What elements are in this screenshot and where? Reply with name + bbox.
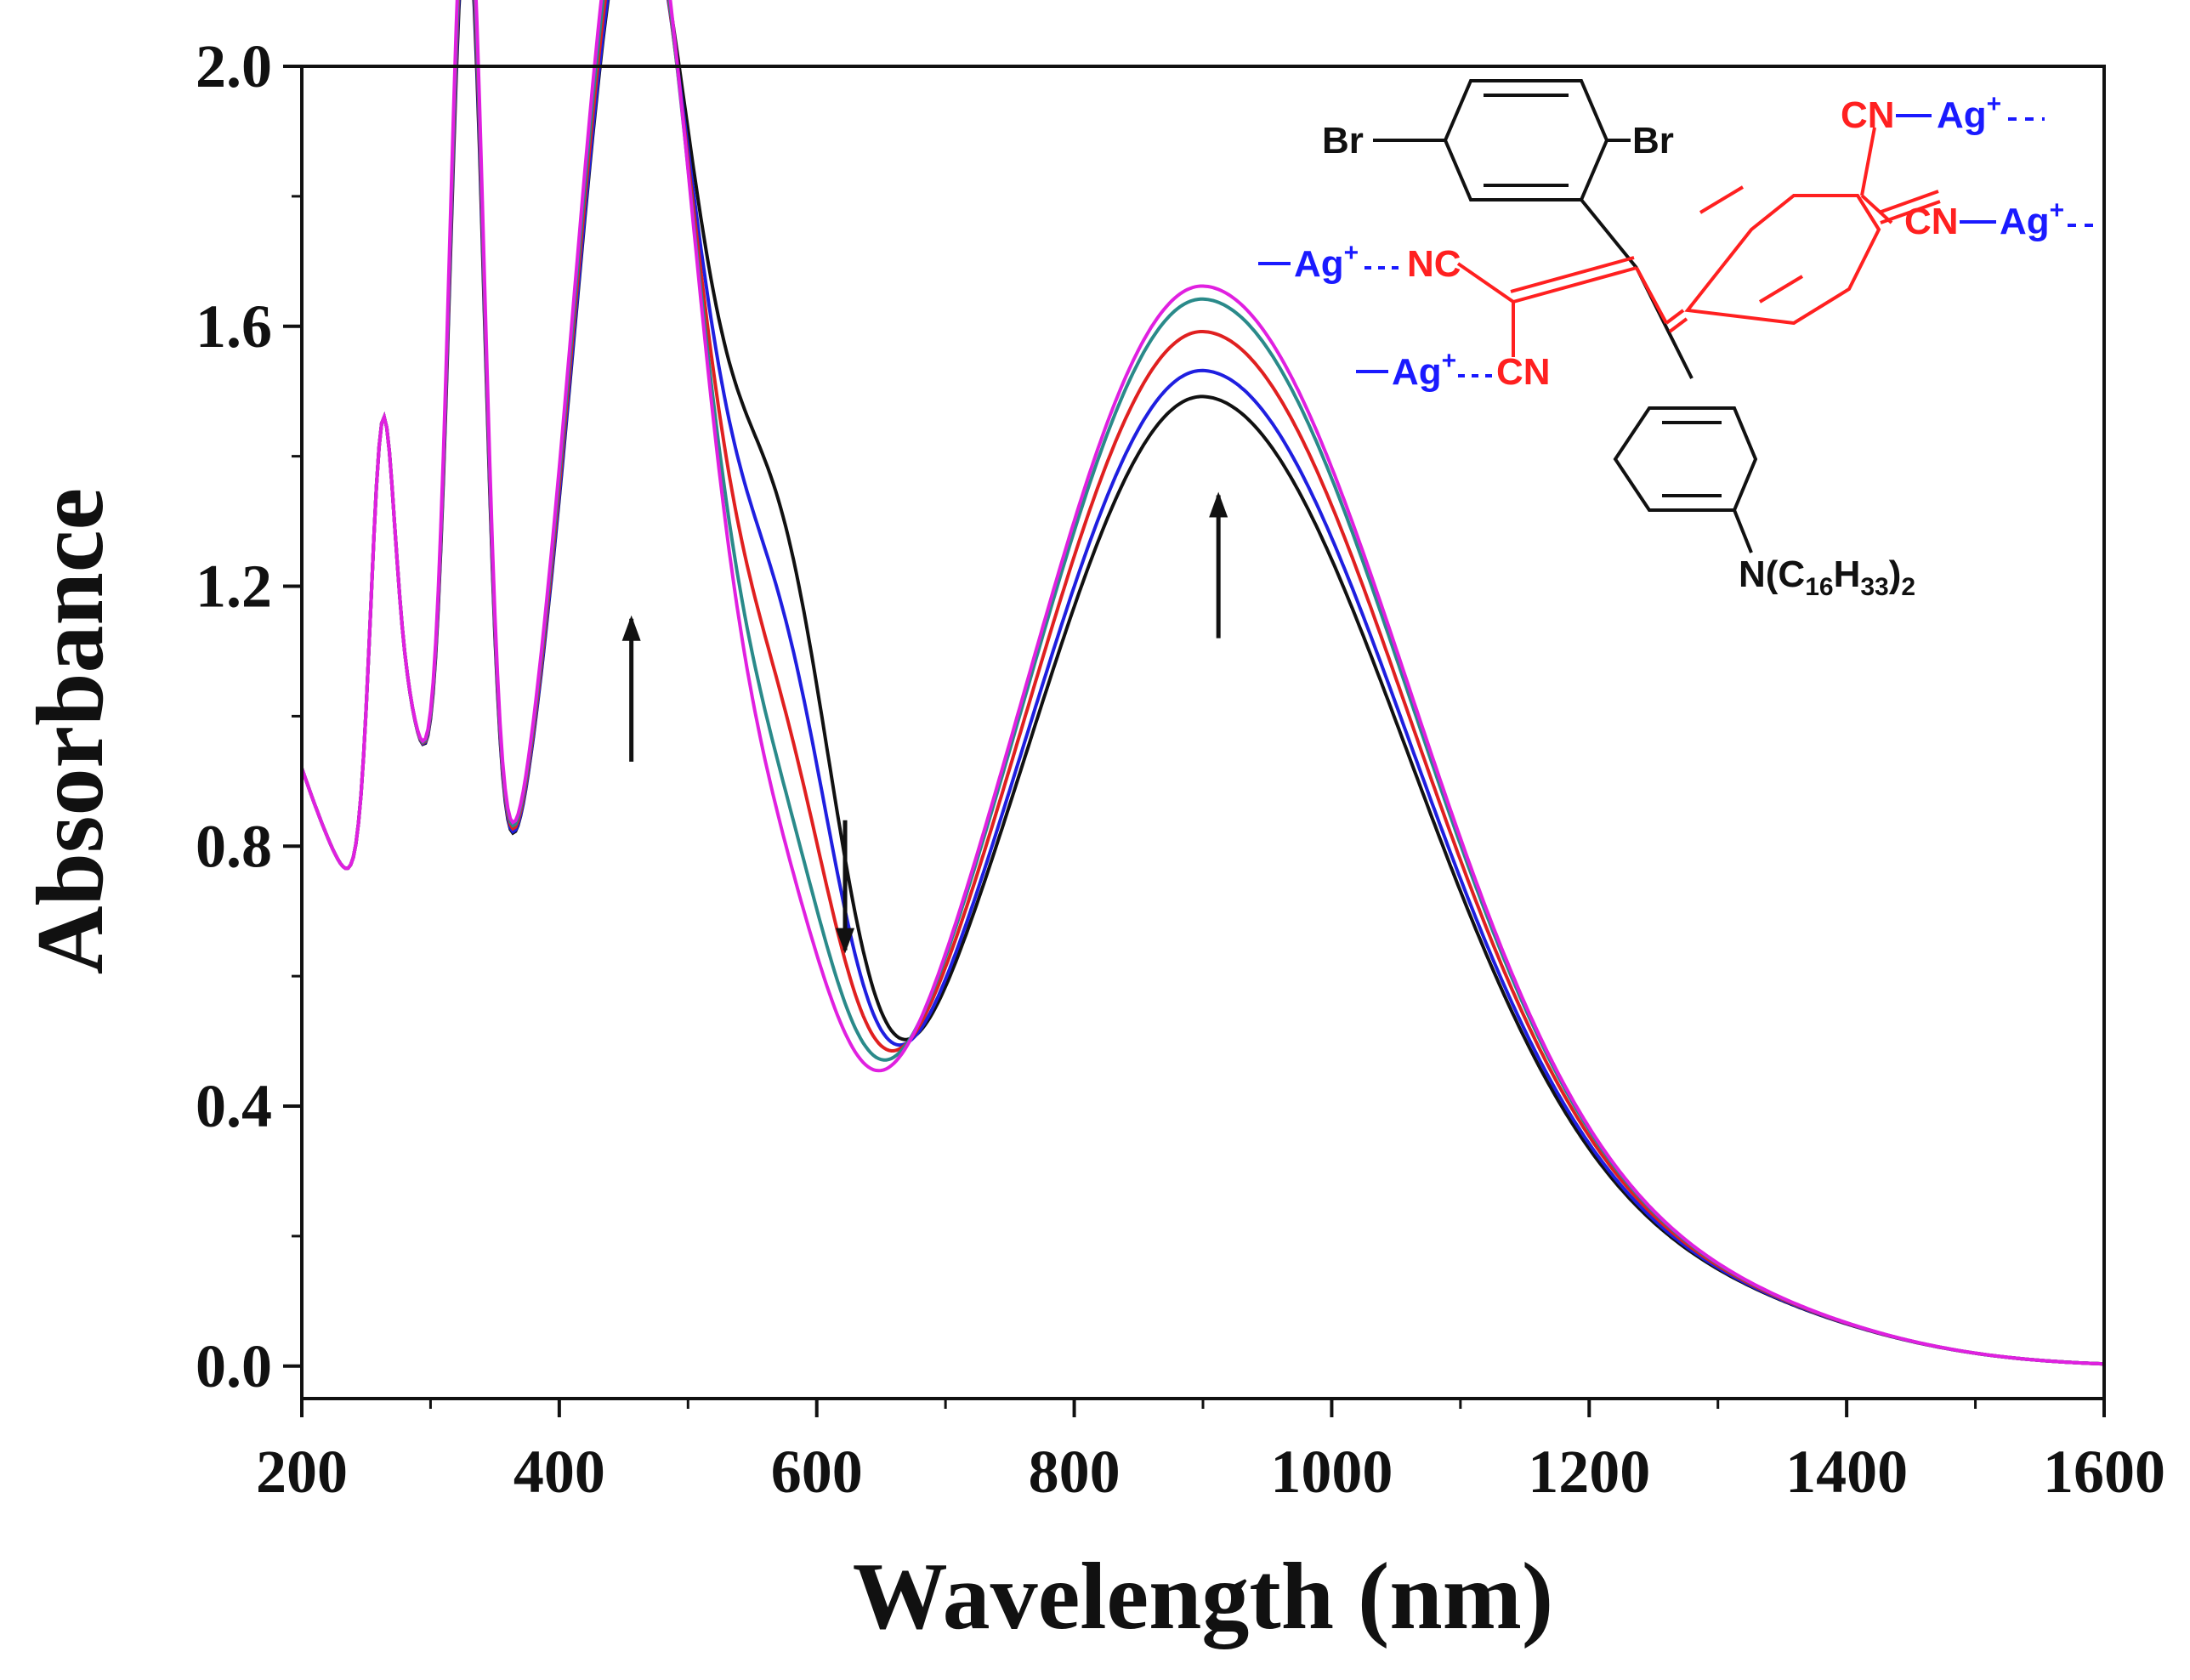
series-layer xyxy=(300,0,2105,1366)
y-tick-label: 0.8 xyxy=(196,812,272,880)
series-line-4 xyxy=(300,0,2105,1366)
arrow-head-icon xyxy=(836,928,855,954)
series-line-2 xyxy=(300,0,2105,1366)
y-tick-label: 2.0 xyxy=(196,32,272,100)
x-tick-label: 600 xyxy=(771,1438,863,1506)
arrows-layer xyxy=(621,491,1228,954)
series-line-5 xyxy=(300,0,2105,1366)
x-tick-label: 400 xyxy=(513,1438,605,1506)
silver-top-label: Ag+ xyxy=(1937,90,2001,136)
bromo-label-left: Br xyxy=(1322,120,1364,162)
nitrile-left-label: NC xyxy=(1407,243,1461,285)
molecule-structure: Br Br N(C16H33)2 CN xyxy=(1258,79,2100,601)
amine-label: N(C16H33)2 xyxy=(1739,553,1915,601)
silver-right-label: Ag+ xyxy=(2000,196,2064,242)
bromo-label-right: Br xyxy=(1632,120,1674,162)
cyano-top-label: CN xyxy=(1841,94,1895,136)
silver-left-lower-label: Ag+ xyxy=(1392,347,1456,393)
cyano-lower-label: CN xyxy=(1496,351,1551,393)
x-tick-label: 1600 xyxy=(2043,1438,2165,1506)
y-tick-label: 0.0 xyxy=(196,1332,272,1400)
x-tick-label: 800 xyxy=(1029,1438,1121,1506)
series-line-1 xyxy=(300,0,2105,1366)
cyano-right-label: CN xyxy=(1904,201,1959,242)
y-tick-label: 0.4 xyxy=(196,1072,272,1140)
y-tick-label: 1.6 xyxy=(196,292,272,360)
x-tick-label: 1400 xyxy=(1785,1438,1908,1506)
y-axis-title: Absorbance xyxy=(18,488,123,974)
acceptor-framework xyxy=(1456,127,1941,357)
arrow-head-icon xyxy=(621,615,641,641)
aminophenyl-ring xyxy=(1613,267,1758,553)
arrow-head-icon xyxy=(1209,491,1228,518)
x-tick-label: 1000 xyxy=(1270,1438,1393,1506)
series-line-3 xyxy=(300,0,2105,1366)
ticks-layer: 200 400 600 800 1000 1200 1400 1600 0.0 0.4 0.8 1.2… xyxy=(196,32,2165,1506)
x-axis-title: Wavelength (nm) xyxy=(853,1544,1553,1649)
y-tick-label: 1.2 xyxy=(196,553,272,621)
silver-left-upper-label: Ag+ xyxy=(1294,239,1359,285)
plot-frame xyxy=(300,65,2106,1400)
x-tick-label: 1200 xyxy=(1528,1438,1650,1506)
x-tick-label: 200 xyxy=(256,1438,348,1506)
dibromophenyl-ring xyxy=(1373,79,1638,270)
